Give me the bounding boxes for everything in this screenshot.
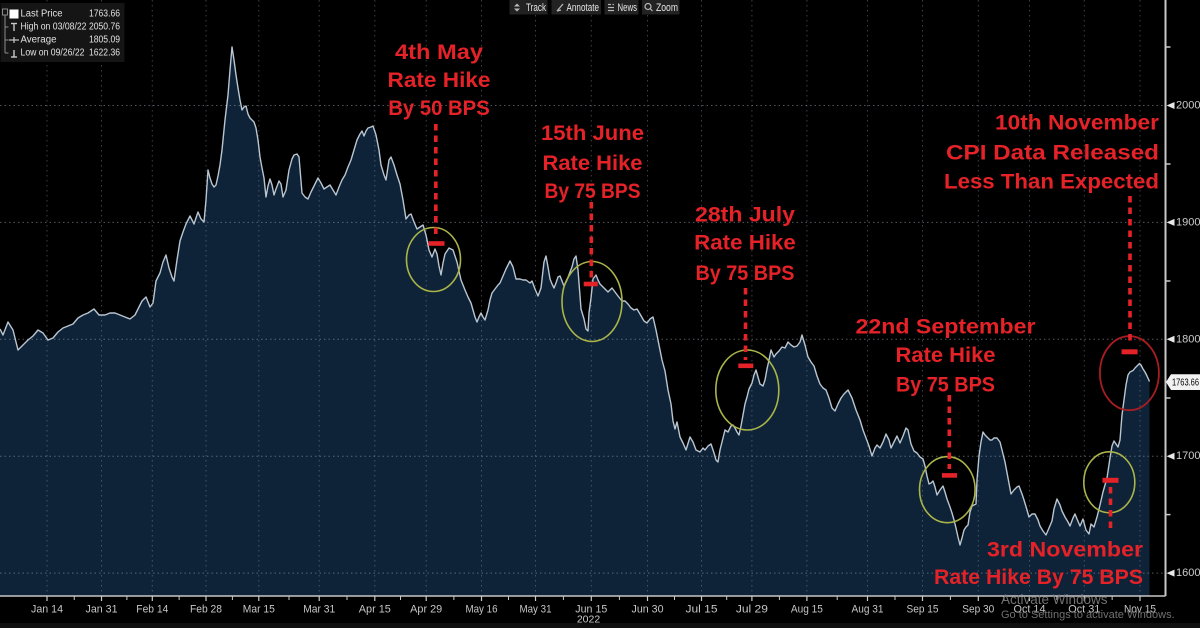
svg-text:1763.66: 1763.66 [89, 9, 120, 20]
svg-text:Jan 31: Jan 31 [86, 604, 118, 616]
svg-text:News: News [618, 2, 638, 14]
svg-text:Less Than Expected: Less Than Expected [944, 171, 1159, 194]
svg-text:CPI Data Released: CPI Data Released [946, 142, 1159, 165]
svg-text:1800: 1800 [1176, 333, 1200, 345]
svg-text:Jun 15: Jun 15 [575, 604, 607, 616]
svg-text:1763.66: 1763.66 [1172, 377, 1199, 389]
svg-text:Mar 15: Mar 15 [243, 604, 275, 616]
svg-text:Oct 14: Oct 14 [1014, 604, 1046, 616]
svg-text:Sep 30: Sep 30 [962, 604, 994, 616]
svg-text:By 75 BPS: By 75 BPS [545, 180, 641, 203]
svg-text:Rate Hike: Rate Hike [543, 152, 643, 175]
svg-text:1622.36: 1622.36 [89, 48, 120, 59]
svg-text:2000: 2000 [1176, 100, 1200, 112]
svg-text:Rate Hike: Rate Hike [388, 69, 491, 92]
svg-text:1600: 1600 [1176, 567, 1200, 579]
svg-text:High on 03/08/22: High on 03/08/22 [21, 22, 87, 33]
svg-text:Activate Windows: Activate Windows [1001, 592, 1108, 607]
svg-text:May 16: May 16 [466, 604, 498, 616]
svg-text:28th July: 28th July [695, 204, 795, 227]
svg-text:Feb 14: Feb 14 [136, 604, 168, 616]
svg-text:Nov 15: Nov 15 [1124, 604, 1156, 616]
svg-text:Zoom: Zoom [656, 2, 678, 14]
svg-text:By 75 BPS: By 75 BPS [696, 262, 795, 285]
svg-text:Last Price: Last Price [21, 9, 63, 20]
svg-text:1700: 1700 [1176, 450, 1200, 462]
svg-text:Apr 15: Apr 15 [359, 604, 391, 616]
svg-text:Average: Average [21, 35, 57, 46]
svg-text:Go to Settings to activate Win: Go to Settings to activate Windows. [1001, 609, 1175, 621]
svg-text:10th November: 10th November [995, 112, 1159, 135]
svg-text:1900: 1900 [1176, 216, 1200, 228]
svg-text:Aug 31: Aug 31 [852, 604, 884, 616]
svg-text:Apr 29: Apr 29 [410, 604, 442, 616]
svg-text:Aug 15: Aug 15 [791, 604, 823, 616]
svg-text:Low on 09/26/22: Low on 09/26/22 [21, 48, 85, 59]
svg-text:2022: 2022 [577, 614, 601, 626]
svg-text:By 75 BPS: By 75 BPS [896, 374, 995, 397]
svg-text:Jul 29: Jul 29 [736, 604, 768, 616]
svg-text:2050.76: 2050.76 [89, 22, 120, 33]
svg-text:15th June: 15th June [541, 122, 644, 145]
svg-text:Track: Track [526, 2, 546, 14]
svg-text:Mar 31: Mar 31 [303, 604, 335, 616]
svg-text:22nd September: 22nd September [856, 316, 1036, 339]
svg-text:Rate Hike: Rate Hike [694, 232, 796, 255]
svg-text:Feb 28: Feb 28 [190, 604, 222, 616]
svg-text:Jul 15: Jul 15 [686, 604, 718, 616]
svg-text:1805.09: 1805.09 [89, 35, 120, 46]
svg-text:Sep 15: Sep 15 [907, 604, 939, 616]
svg-text:3rd November: 3rd November [987, 539, 1143, 562]
svg-text:Rate Hike: Rate Hike [896, 344, 996, 367]
svg-text:Jan 14: Jan 14 [31, 604, 63, 616]
svg-text:By 50 BPS: By 50 BPS [388, 97, 490, 120]
svg-text:May 31: May 31 [520, 604, 552, 616]
svg-text:Annotate: Annotate [567, 2, 600, 14]
svg-text:Oct 31: Oct 31 [1068, 604, 1100, 616]
svg-text:4th May: 4th May [395, 41, 483, 64]
svg-text:Jun 30: Jun 30 [632, 604, 664, 616]
svg-text:Rate Hike By 75 BPS: Rate Hike By 75 BPS [934, 566, 1143, 589]
